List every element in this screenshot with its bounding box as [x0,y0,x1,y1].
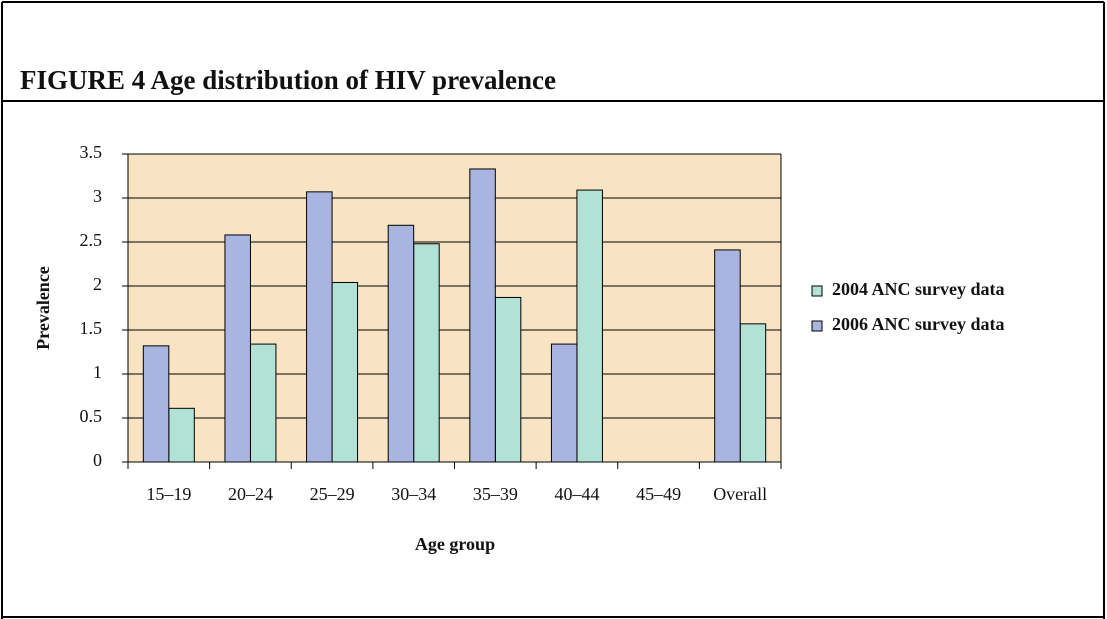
x-tick-label: 25–29 [310,484,355,504]
y-tick-label: 2 [93,274,102,294]
y-tick-label: 3.5 [80,142,103,162]
bar [576,189,603,463]
legend-swatch [811,285,823,297]
bar [387,224,415,463]
bar [494,296,522,463]
x-tick-label: 35–39 [473,484,518,504]
y-tick-label: 1.5 [80,318,103,338]
chart-title: FIGURE 4 Age distribution of HIV prevale… [20,65,556,95]
bar [249,343,277,463]
bar [224,234,251,463]
x-tick-label: 15–19 [146,484,191,504]
y-tick-label: 0.5 [80,406,103,426]
bar [739,323,767,463]
x-tick-label: Overall [713,484,767,504]
x-axis-label: Age group [415,534,495,554]
y-tick-label: 2.5 [80,230,103,250]
bar [714,249,741,463]
y-tick-label: 0 [93,450,102,470]
bar [331,281,359,463]
y-axis-label: Prevalence [33,266,53,350]
legend-label: 2004 ANC survey data [832,279,1005,299]
bar [550,343,578,463]
y-tick-label: 3 [93,186,102,206]
bar [168,407,195,463]
legend-swatch [811,320,823,332]
y-tick-label: 1 [93,362,102,382]
bar [306,191,333,463]
x-tick-label: 20–24 [228,484,273,504]
legend-label: 2006 ANC survey data [832,314,1005,334]
x-tick-label: 40–44 [554,484,599,504]
x-tick-label: 45–49 [636,484,681,504]
x-tick-label: 30–34 [391,484,436,504]
bar [142,345,170,463]
bar [469,168,496,463]
bar [413,243,440,463]
